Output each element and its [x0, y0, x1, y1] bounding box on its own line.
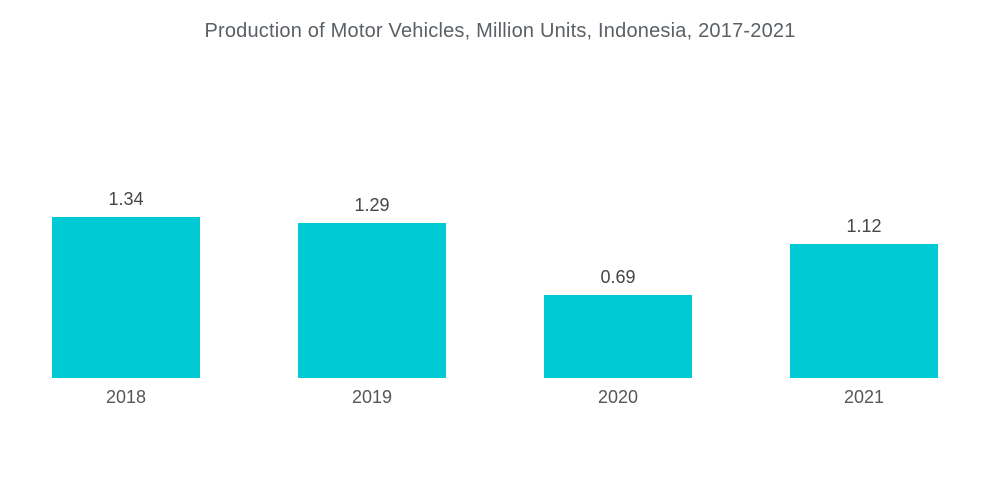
- bar-value-label: 1.12: [846, 216, 882, 237]
- x-axis-tick-label: 2021: [843, 387, 885, 407]
- bar-value-label: 1.34: [108, 189, 144, 210]
- bar: [544, 295, 692, 378]
- bar-group-2021: 1.12 2021: [790, 216, 938, 407]
- bar: [52, 217, 200, 378]
- bar: [298, 223, 446, 378]
- bar-group-2020: 0.69 2020: [544, 267, 692, 407]
- bar-group-2019: 1.29 2019: [298, 195, 446, 407]
- x-axis-tick-label: 2019: [351, 387, 393, 407]
- bar-group-2018: 1.34 2018: [52, 189, 200, 407]
- x-axis-tick-label: 2020: [597, 387, 639, 407]
- x-axis-tick-label: 2018: [105, 387, 147, 407]
- bar-value-label: 0.69: [600, 267, 636, 288]
- chart-title: Production of Motor Vehicles, Million Un…: [204, 20, 796, 42]
- bar: [790, 244, 938, 378]
- bar-value-label: 1.29: [354, 195, 390, 216]
